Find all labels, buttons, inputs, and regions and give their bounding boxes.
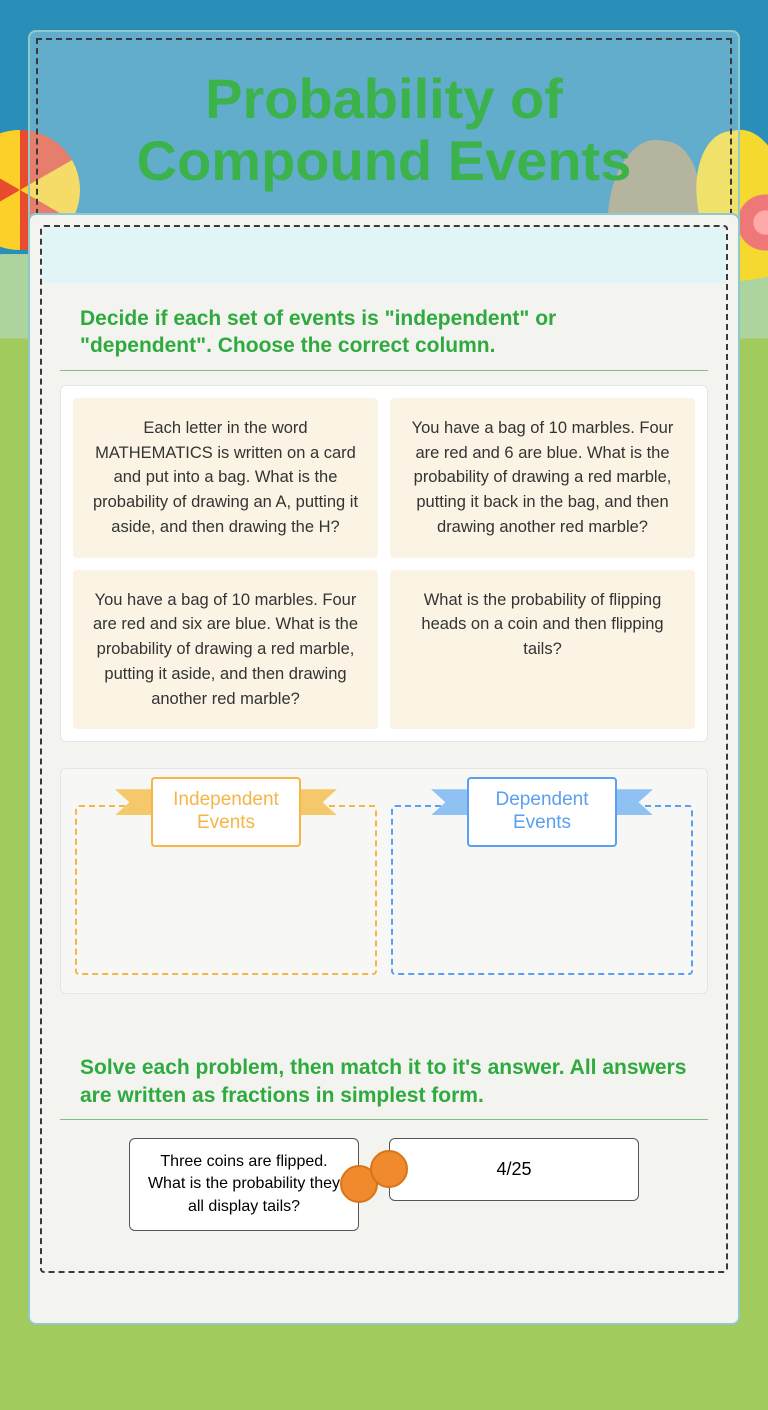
independent-label: Independent Events: [151, 777, 301, 847]
scenario-card[interactable]: You have a bag of 10 marbles. Four are r…: [390, 398, 695, 558]
header-strip: [42, 227, 726, 283]
dependent-label: Dependent Events: [467, 777, 617, 847]
dropzone-section: Independent Events Dependent Events: [60, 768, 708, 994]
match-question-text: Three coins are flipped. What is the pro…: [148, 1153, 340, 1215]
scenario-card[interactable]: Each letter in the word MATHEMATICS is w…: [73, 398, 378, 558]
section1-heading: Decide if each set of events is "indepen…: [60, 283, 708, 371]
page-title: Probability of Compound Events: [50, 68, 718, 191]
inner-border: Decide if each set of events is "indepen…: [40, 225, 728, 1273]
scenario-card[interactable]: What is the probability of flipping head…: [390, 570, 695, 730]
section2-heading: Solve each problem, then match it to it'…: [60, 1032, 708, 1120]
match-answer-card[interactable]: 4/25: [389, 1138, 639, 1201]
dependent-dropzone[interactable]: Dependent Events: [391, 805, 693, 975]
match-row: Three coins are flipped. What is the pro…: [60, 1138, 708, 1231]
ribbon-decoration: [431, 789, 467, 815]
main-card: Decide if each set of events is "indepen…: [28, 213, 740, 1325]
scenario-card[interactable]: You have a bag of 10 marbles. Four are r…: [73, 570, 378, 730]
scenario-card-grid: Each letter in the word MATHEMATICS is w…: [60, 385, 708, 743]
match-section: Solve each problem, then match it to it'…: [60, 1032, 708, 1231]
match-question-card[interactable]: Three coins are flipped. What is the pro…: [129, 1138, 359, 1231]
ribbon-decoration: [617, 789, 653, 815]
connector-dot[interactable]: [370, 1150, 408, 1188]
ribbon-decoration: [301, 789, 337, 815]
ribbon-decoration: [115, 789, 151, 815]
match-answer-text: 4/25: [496, 1159, 531, 1179]
independent-dropzone[interactable]: Independent Events: [75, 805, 377, 975]
